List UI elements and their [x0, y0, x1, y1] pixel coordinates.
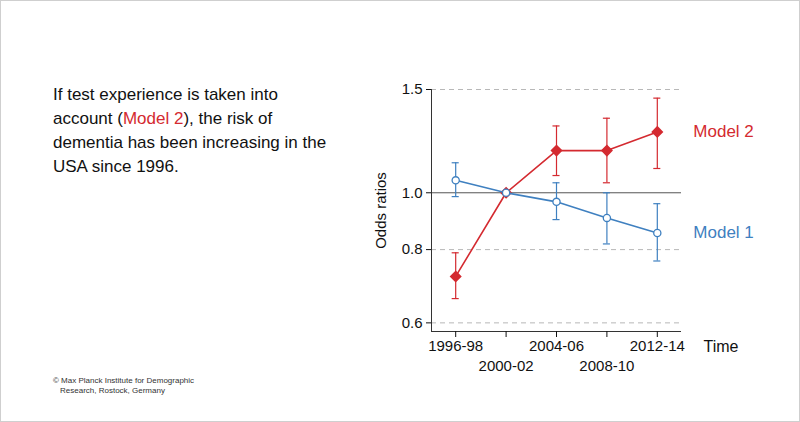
svg-text:0.8: 0.8	[402, 240, 423, 257]
svg-text:Time: Time	[704, 338, 739, 355]
html-text:If test experience is taken in: If test experience is taken into account…	[53, 85, 327, 176]
svg-text:2004-06: 2004-06	[529, 337, 584, 354]
svg-text:Model 2: Model 2	[693, 122, 753, 141]
svg-text:1996-98: 1996-98	[428, 337, 483, 354]
svg-text:2008-10: 2008-10	[579, 357, 634, 374]
svg-text:2012-14: 2012-14	[630, 337, 685, 354]
svg-text:Odds ratios: Odds ratios	[372, 172, 389, 249]
html-text:© Max Planck Institute for Dem: © Max Planck Institute for Demographic R…	[53, 376, 195, 395]
svg-text:Model 1: Model 1	[693, 223, 753, 242]
svg-text:2000-02: 2000-02	[479, 357, 534, 374]
svg-text:1.5: 1.5	[402, 80, 423, 97]
svg-text:0.6: 0.6	[402, 314, 423, 331]
svg-text:1.0: 1.0	[402, 184, 423, 201]
